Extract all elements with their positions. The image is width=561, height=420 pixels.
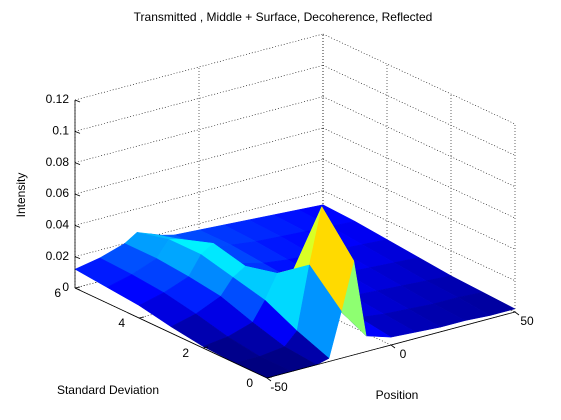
grid-line bbox=[74, 190, 324, 257]
z-tick-label: 0.08 bbox=[46, 155, 70, 169]
tick-mark bbox=[202, 346, 209, 349]
axis-line bbox=[74, 287, 268, 379]
grid-line bbox=[74, 127, 324, 195]
tick-mark bbox=[74, 286, 81, 289]
chart-title: Transmitted , Middle + Surface, Decohere… bbox=[134, 10, 433, 24]
tick-mark bbox=[74, 287, 81, 291]
tick-mark bbox=[74, 193, 81, 197]
z-tick-label: 0.1 bbox=[52, 124, 69, 138]
z-tick-label: 0.12 bbox=[46, 92, 70, 106]
tick-mark bbox=[390, 344, 396, 349]
tick-mark bbox=[74, 224, 81, 228]
tick-mark bbox=[74, 99, 81, 103]
y-tick-label: 6 bbox=[54, 286, 61, 300]
z-tick-label: 0.02 bbox=[46, 249, 70, 263]
grid-line bbox=[74, 33, 324, 101]
tick-mark bbox=[266, 376, 273, 379]
grid-line bbox=[322, 33, 516, 125]
z-tick-label: 0.06 bbox=[46, 186, 70, 200]
x-tick-label: -50 bbox=[270, 380, 288, 394]
x-tick-label: 50 bbox=[520, 314, 534, 328]
tick-mark bbox=[138, 316, 145, 319]
tick-mark bbox=[74, 130, 81, 134]
tick-mark bbox=[74, 256, 81, 260]
y-tick-label: 4 bbox=[118, 316, 125, 330]
x-axis-label: Position bbox=[376, 388, 419, 402]
grid-line bbox=[74, 96, 324, 163]
z-axis-label: Intensity bbox=[14, 173, 28, 218]
grid-line bbox=[74, 159, 324, 226]
z-tick-label: 0.04 bbox=[46, 218, 70, 232]
y-axis-label: Standard Deviation bbox=[57, 383, 159, 397]
x-tick-label: 0 bbox=[400, 347, 407, 361]
tick-mark bbox=[266, 377, 272, 382]
grid-line bbox=[74, 65, 324, 132]
z-tick-label: 0 bbox=[62, 280, 69, 294]
y-tick-label: 2 bbox=[182, 346, 189, 360]
y-tick-label: 0 bbox=[246, 376, 253, 390]
tick-mark bbox=[514, 311, 520, 316]
tick-mark bbox=[74, 162, 81, 166]
